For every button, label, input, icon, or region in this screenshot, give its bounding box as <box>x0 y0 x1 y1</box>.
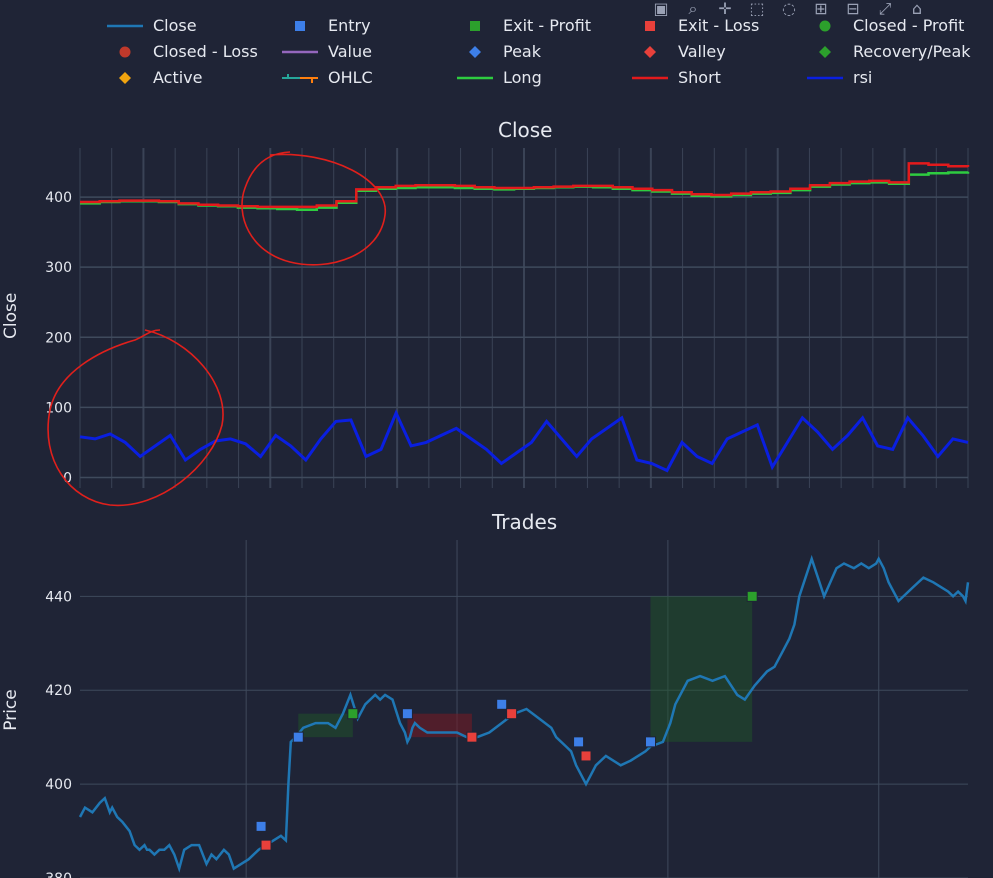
legend-swatch-line <box>807 76 843 79</box>
legend-label: OHLC <box>328 68 373 87</box>
legend-swatch-square <box>645 20 655 31</box>
pan-icon[interactable]: ✛ <box>718 0 732 18</box>
legend-label: Long <box>503 68 542 87</box>
series-long <box>80 171 970 211</box>
profit-zone <box>650 596 753 742</box>
autoscale-icon[interactable]: ⤢ <box>878 0 892 18</box>
y-tick-label: 440 <box>45 589 72 605</box>
legend-item-long[interactable]: Long <box>455 68 542 87</box>
entry-marker <box>645 736 657 748</box>
legend-label: Valley <box>678 42 726 61</box>
legend-item-peak[interactable]: Peak <box>455 42 541 61</box>
legend-label: Active <box>153 68 203 87</box>
legend-item-ohlc[interactable]: OHLC <box>280 68 373 87</box>
camera-icon[interactable]: ▣ <box>653 0 669 18</box>
y-tick-label: 380 <box>45 871 72 878</box>
legend-item-valley[interactable]: Valley <box>630 42 726 61</box>
y-tick-label: 400 <box>45 190 72 206</box>
legend-item-entry[interactable]: Entry <box>280 16 371 35</box>
legend-swatch-line <box>107 24 143 27</box>
legend-label: Closed - Profit <box>853 16 965 35</box>
legend-item-value[interactable]: Value <box>280 42 372 61</box>
entry-marker <box>496 698 508 710</box>
y-tick-label: 0 <box>63 470 72 486</box>
legend-item-exit-profit[interactable]: Exit - Profit <box>455 16 591 35</box>
annotation-circle <box>47 329 224 507</box>
exit-loss-marker <box>466 731 478 743</box>
legend-item-active[interactable]: Active <box>105 68 203 87</box>
legend-label: Close <box>153 16 197 35</box>
legend-swatch-line <box>457 76 493 79</box>
close-chart-ylabel: Close <box>1 292 21 339</box>
y-tick-label: 420 <box>45 683 72 699</box>
legend-label: Closed - Loss <box>153 42 258 61</box>
legend-item-short[interactable]: Short <box>630 68 721 87</box>
legend-item-recovery-peak[interactable]: Recovery/Peak <box>805 42 971 61</box>
series-short <box>80 162 970 209</box>
loss-zone <box>407 713 472 738</box>
legend-item-closed-profit[interactable]: Closed - Profit <box>805 16 964 35</box>
legend-item-closed-loss[interactable]: Closed - Loss <box>105 42 258 61</box>
legend-swatch-circle <box>819 20 831 31</box>
trades-plot-area: 380 400 420 440 <box>45 540 970 878</box>
legend-swatch-line <box>632 76 668 79</box>
legend-item-exit-loss[interactable]: Exit - Loss <box>630 16 759 35</box>
lasso-icon[interactable]: ◌ <box>782 0 796 18</box>
legend-swatch-ohlc <box>282 73 318 83</box>
series-rsi <box>79 409 969 473</box>
exit-loss-marker <box>580 750 592 762</box>
reset-icon[interactable]: ⌂ <box>911 0 923 18</box>
legend-label: Peak <box>503 42 541 61</box>
close-plot-area: 0 100 200 300 400 <box>45 148 970 507</box>
modebar: ▣ ⌕ ✛ ⬚ ◌ ⊞ ⊟ ⤢ ⌂ <box>648 0 930 18</box>
legend: Close Entry Exit - Profit Exit - Loss Closed… <box>0 0 993 100</box>
legend-item-rsi[interactable]: rsi <box>805 68 872 87</box>
entry-marker <box>255 820 267 832</box>
zoom-out-icon[interactable]: ⊟ <box>846 0 860 18</box>
legend-label: Recovery/Peak <box>853 42 971 61</box>
entry-marker <box>573 736 585 748</box>
profit-zone <box>298 713 353 738</box>
legend-swatch-diamond <box>119 71 131 84</box>
legend-label: rsi <box>853 68 873 87</box>
entry-marker <box>292 731 304 743</box>
y-tick-label: 400 <box>45 777 72 793</box>
legend-label: Short <box>678 68 721 87</box>
y-tick-label: 100 <box>45 400 72 416</box>
legend-item-close[interactable]: Close <box>105 16 197 35</box>
entry-marker <box>401 708 413 720</box>
y-tick-label: 300 <box>45 260 72 276</box>
annotation-circle <box>241 151 386 266</box>
series-close <box>78 554 970 873</box>
legend-swatch-line <box>282 50 318 53</box>
exit-profit-marker <box>746 590 758 602</box>
trades-chart-title: Trades <box>492 510 558 534</box>
trades-chart-ylabel: Price <box>1 689 21 731</box>
zoom-icon[interactable]: ⌕ <box>688 0 698 18</box>
legend-swatch-square <box>295 20 305 31</box>
legend-label: Exit - Profit <box>503 16 591 35</box>
exit-loss-marker <box>260 839 272 851</box>
legend-swatch-diamond <box>819 45 831 58</box>
box-select-icon[interactable]: ⬚ <box>749 0 765 18</box>
legend-swatch-diamond <box>644 45 656 58</box>
y-tick-label: 200 <box>45 330 72 346</box>
exit-loss-marker <box>506 708 518 720</box>
legend-label: Value <box>328 42 372 61</box>
legend-swatch-circle <box>119 46 131 57</box>
exit-profit-marker <box>347 708 359 720</box>
legend-swatch-square <box>470 20 480 31</box>
close-chart-title: Close <box>498 118 553 142</box>
zoom-in-icon[interactable]: ⊞ <box>814 0 828 18</box>
legend-swatch-diamond <box>469 45 481 58</box>
legend-label: Entry <box>328 16 371 35</box>
legend-label: Exit - Loss <box>678 16 760 35</box>
